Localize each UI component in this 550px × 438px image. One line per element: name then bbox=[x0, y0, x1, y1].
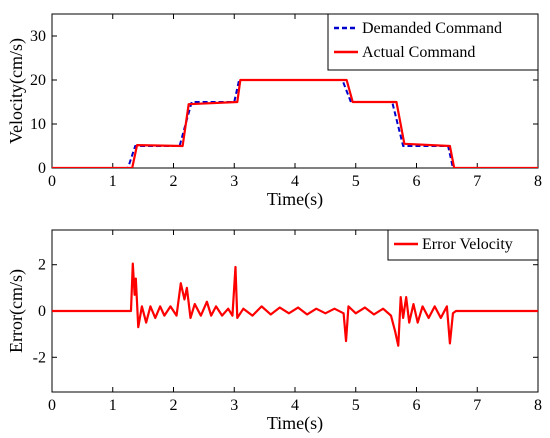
y-axis-label: Error(cm/s) bbox=[6, 269, 27, 353]
x-axis-label: Time(s) bbox=[267, 189, 323, 210]
x-tick-label: 0 bbox=[48, 397, 56, 414]
x-tick-label: 1 bbox=[109, 173, 117, 190]
x-tick-label: 6 bbox=[413, 397, 421, 414]
x-tick-label: 8 bbox=[534, 397, 542, 414]
x-tick-label: 7 bbox=[473, 397, 481, 414]
legend-label: Error Velocity bbox=[422, 236, 513, 253]
x-tick-label: 4 bbox=[291, 173, 299, 190]
x-tick-label: 0 bbox=[48, 173, 56, 190]
chart-panel-1: 0 1 2 3 4 5 6 7 8 0 10 20 30 Time(s) Velocity(cm/s) Dem… bbox=[6, 13, 542, 210]
x-tick-label: 6 bbox=[413, 173, 421, 190]
y-tick-label: 10 bbox=[30, 116, 46, 133]
x-tick-label: 3 bbox=[230, 397, 238, 414]
legend-label: Actual Command bbox=[362, 44, 475, 61]
y-tick-label: 20 bbox=[30, 72, 46, 89]
legend-label: Demanded Command bbox=[362, 20, 502, 37]
legend-box bbox=[327, 13, 539, 71]
series-line-1 bbox=[52, 262, 538, 347]
y-tick-label: -2 bbox=[33, 349, 46, 366]
x-tick-label: 3 bbox=[230, 173, 238, 190]
y-tick-label: 0 bbox=[38, 303, 46, 320]
x-tick-label: 8 bbox=[534, 173, 542, 190]
x-tick-label: 5 bbox=[352, 173, 360, 190]
y-tick-label: 0 bbox=[38, 160, 46, 177]
y-tick-label: 2 bbox=[38, 257, 46, 274]
series-line-1 bbox=[52, 79, 538, 168]
y-tick-label: 30 bbox=[30, 28, 46, 45]
series-line-2 bbox=[52, 78, 538, 168]
y-axis-label: Velocity(cm/s) bbox=[6, 38, 27, 144]
x-tick-label: 2 bbox=[170, 397, 178, 414]
x-axis-label: Time(s) bbox=[267, 413, 323, 434]
x-tick-label: 4 bbox=[291, 397, 299, 414]
x-tick-label: 1 bbox=[109, 397, 117, 414]
x-tick-label: 5 bbox=[352, 397, 360, 414]
x-tick-label: 7 bbox=[473, 173, 481, 190]
x-tick-label: 2 bbox=[170, 173, 178, 190]
chart-panel-2: 0 1 2 3 4 5 6 7 8 -2 0 2 Time(s) Error(cm/s) Error Vel… bbox=[6, 229, 542, 434]
